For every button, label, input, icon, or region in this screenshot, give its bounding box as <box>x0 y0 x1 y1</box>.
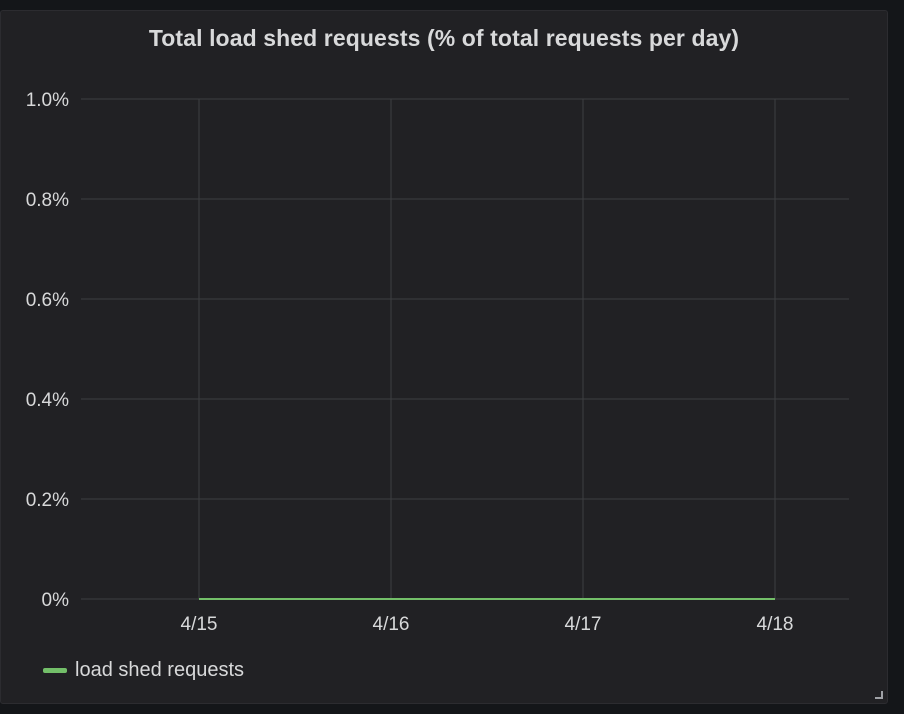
legend: load shed requests <box>43 659 244 682</box>
y-tick-label: 0.6% <box>26 290 69 311</box>
line-chart: 0% 0.2% 0.4% 0.6% 0.8% 1.0% 4/15 4/16 4/17 4/18 <box>26 90 849 635</box>
x-axis: 4/15 4/16 4/17 4/18 <box>181 614 794 635</box>
legend-swatch[interactable] <box>43 668 67 673</box>
y-tick-label: 1.0% <box>26 90 69 111</box>
x-tick-label: 4/18 <box>757 614 794 635</box>
chart-panel: Total load shed requests (% of total req… <box>0 10 888 704</box>
resize-handle[interactable] <box>875 691 883 699</box>
legend-label[interactable]: load shed requests <box>75 659 245 681</box>
grid <box>81 98 849 600</box>
y-tick-label: 0.8% <box>26 190 69 211</box>
y-tick-label: 0% <box>42 590 70 611</box>
panel-title[interactable]: Total load shed requests (% of total req… <box>148 25 740 51</box>
x-tick-label: 4/16 <box>373 614 410 635</box>
y-tick-label: 0.2% <box>26 490 69 511</box>
x-tick-label: 4/15 <box>181 614 218 635</box>
x-tick-label: 4/17 <box>565 614 602 635</box>
y-tick-label: 0.4% <box>26 390 69 411</box>
y-axis: 0% 0.2% 0.4% 0.6% 0.8% 1.0% <box>26 90 69 611</box>
